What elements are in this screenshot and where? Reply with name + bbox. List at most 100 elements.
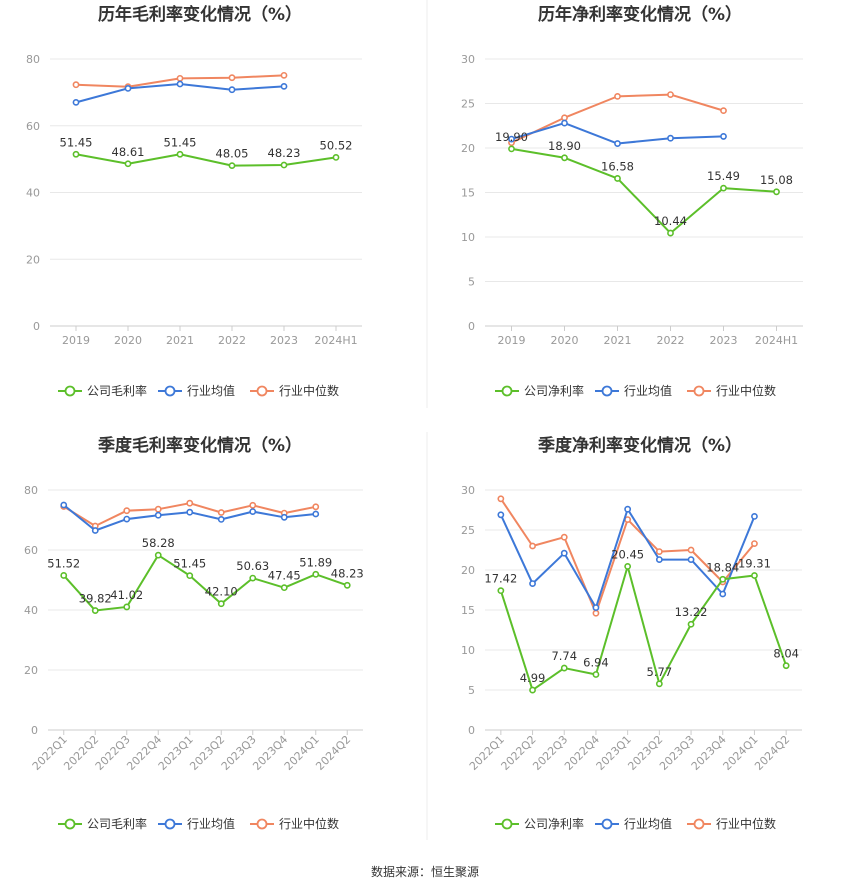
legend-swatch-marker: [501, 385, 513, 397]
legend-item-mean[interactable]: 行业均值: [158, 383, 235, 398]
legend-item-mean[interactable]: 行业均值: [595, 816, 672, 831]
data-point-company: [687, 620, 695, 628]
legend-swatch-marker: [64, 385, 76, 397]
legend-item-median[interactable]: 行业中位数: [250, 816, 339, 831]
legend-item-company[interactable]: 公司净利率: [495, 383, 584, 398]
legend-label: 行业中位数: [716, 383, 776, 398]
data-point-mean: [529, 580, 536, 587]
data-point-company: [773, 188, 780, 196]
legend-label: 行业中位数: [279, 383, 339, 398]
data-label: 15.08: [760, 173, 793, 187]
data-point-mean: [624, 505, 632, 513]
data-point-company: [123, 603, 131, 611]
data-point-company: [280, 161, 288, 169]
legend-swatch-marker: [601, 385, 613, 397]
data-point-mean: [217, 516, 225, 523]
data-point-median: [592, 609, 600, 617]
y-tick-label: 20: [24, 664, 38, 677]
data-point-mean: [280, 513, 288, 521]
x-tick-label: 2024Q2: [752, 733, 792, 773]
data-point-median: [529, 542, 536, 550]
legend-item-median[interactable]: 行业中位数: [687, 383, 776, 398]
data-label: 51.89: [299, 555, 332, 569]
data-point-median: [176, 74, 184, 82]
data-point-company: [614, 175, 621, 182]
legend-label: 行业中位数: [279, 816, 339, 831]
x-tick-label: 2021: [166, 334, 194, 347]
data-label: 50.52: [320, 138, 353, 152]
series-line-median: [511, 93, 724, 144]
legend-item-company[interactable]: 公司净利率: [495, 816, 584, 831]
data-point-company: [343, 581, 351, 589]
data-point-company: [561, 154, 568, 162]
legend-label: 公司净利率: [524, 383, 584, 398]
x-tick-label: 2020: [551, 334, 579, 347]
data-point-median: [123, 507, 131, 515]
data-point-median: [667, 91, 674, 98]
x-tick-label: 2020: [114, 334, 142, 347]
data-label: 48.23: [331, 566, 364, 580]
legend-item-median[interactable]: 行业中位数: [250, 383, 339, 398]
legend-item-mean[interactable]: 行业均值: [595, 383, 672, 398]
data-point-company: [667, 229, 674, 237]
chart-title: 季度毛利率变化情况（%）: [98, 435, 302, 456]
data-point-mean: [719, 590, 727, 598]
legend-label: 行业中位数: [716, 816, 776, 831]
data-point-mean: [186, 508, 194, 516]
legend-item-company[interactable]: 公司毛利率: [58, 816, 147, 831]
data-label: 51.45: [164, 135, 197, 149]
data-point-company: [529, 686, 536, 694]
y-tick-label: 40: [24, 604, 38, 617]
data-point-mean: [687, 556, 695, 563]
data-label: 51.52: [47, 556, 80, 570]
x-tick-label: 2024H1: [314, 334, 357, 347]
legend-swatch-marker: [501, 818, 513, 830]
data-label: 20.45: [611, 547, 644, 561]
data-point-mean: [592, 604, 600, 611]
data-point-company: [280, 584, 288, 592]
x-tick-label: 2022: [218, 334, 246, 347]
data-point-company: [508, 145, 515, 153]
data-point-median: [560, 533, 568, 541]
data-point-company: [751, 572, 758, 579]
data-point-median: [186, 499, 194, 507]
data-label: 7.74: [551, 649, 577, 663]
chart-title: 历年净利率变化情况（%）: [538, 4, 742, 25]
legend-item-median[interactable]: 行业中位数: [687, 816, 776, 831]
chart-panel-0: 历年毛利率变化情况（%） 0 20 40 60 80 2019 2020 2021 2022 202…: [26, 4, 362, 398]
data-point-mean: [124, 84, 132, 92]
chart-title: 历年毛利率变化情况（%）: [98, 4, 302, 25]
legend-item-company[interactable]: 公司毛利率: [58, 383, 147, 398]
data-point-company: [217, 600, 225, 608]
data-point-company: [91, 607, 99, 614]
y-tick-label: 20: [461, 564, 475, 577]
y-tick-label: 60: [24, 544, 38, 557]
series-line-company: [63, 554, 348, 612]
data-point-company: [720, 184, 727, 192]
data-point-company: [72, 150, 80, 158]
data-label: 5.77: [647, 665, 673, 679]
data-point-company: [560, 664, 568, 672]
y-tick-label: 30: [461, 53, 475, 66]
x-tick-label: 2022: [657, 334, 685, 347]
data-point-company: [624, 563, 632, 570]
data-point-mean: [667, 134, 674, 142]
data-label: 39.82: [79, 592, 112, 606]
legend-swatch-marker: [256, 385, 268, 397]
chart-panel-2: 季度毛利率变化情况（%）0204060802022Q12022Q22022Q32…: [24, 435, 364, 831]
data-point-median: [72, 81, 80, 89]
data-point-mean: [560, 549, 568, 557]
data-point-company: [497, 587, 505, 595]
data-point-company: [249, 574, 257, 582]
legend-label: 行业均值: [624, 816, 672, 831]
legend-item-mean[interactable]: 行业均值: [158, 816, 235, 831]
data-point-median: [497, 495, 505, 503]
data-label: 51.45: [60, 135, 93, 149]
data-point-company: [60, 572, 68, 579]
y-tick-label: 0: [468, 320, 475, 333]
legend-label: 行业均值: [187, 816, 235, 831]
y-tick-label: 25: [461, 524, 475, 537]
data-point-median: [561, 114, 568, 122]
data-label: 42.10: [205, 585, 238, 599]
legend-swatch-marker: [601, 818, 613, 830]
